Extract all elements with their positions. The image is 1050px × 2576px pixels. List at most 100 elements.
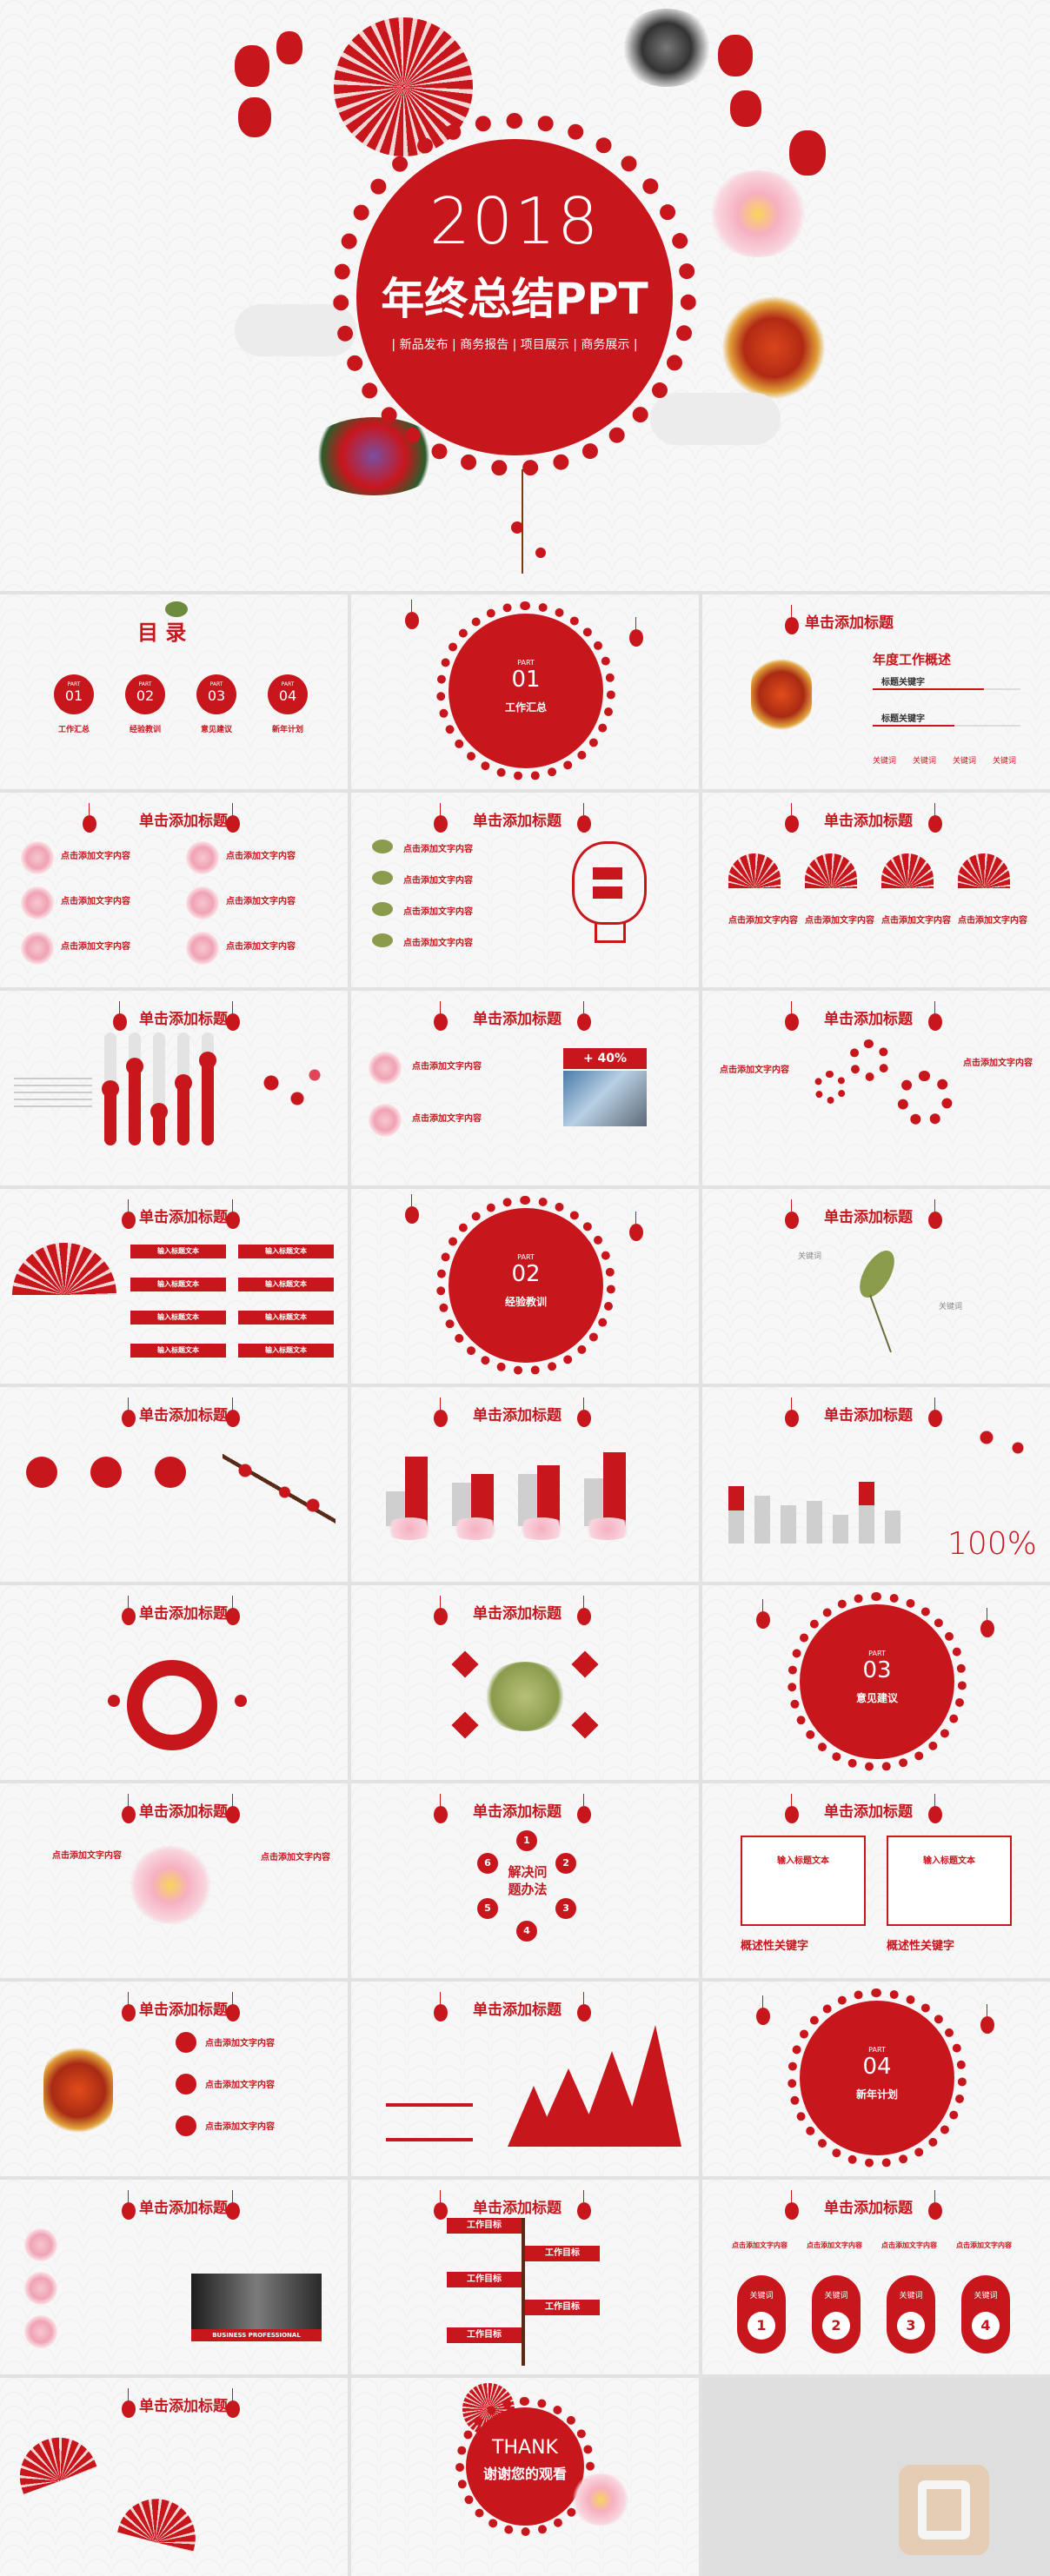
lantern-icon [629, 1212, 643, 1241]
gears-slide[interactable]: 单击添加标题 点击添加文字内容 点击添加文字内容 [702, 991, 1050, 1185]
lotus-icon [382, 1517, 436, 1540]
fan-icon [958, 853, 1010, 888]
chart-icon [155, 1457, 186, 1488]
overview-keyword: 关键词 [873, 757, 897, 766]
rooster-icon [619, 9, 714, 87]
thanks-slide[interactable]: THANK 谢谢您的观看 [351, 2378, 699, 2576]
diamond-slide[interactable]: 单击添加标题 [351, 1585, 699, 1780]
toc-label: 经验教训 [129, 726, 161, 734]
leaf-icon [372, 902, 393, 916]
slider-bar [386, 2138, 473, 2141]
slide-title: 单击添加标题 [139, 2200, 228, 2217]
slide-title: 单击添加标题 [473, 813, 562, 830]
lantern-icon [226, 1992, 240, 2022]
card-title: 输入标题文本 [923, 1856, 975, 1866]
petal-number: 4 [516, 1921, 537, 1942]
bulb-slide[interactable]: 单击添加标题 点击添加文字内容 点击添加文字内容 点击添加文字内容 点击添加文字内容 [351, 793, 699, 987]
overview-slide[interactable]: 单击添加标题 年度工作概述 标题关键字 标题关键字 关键词 关键词 关键词 关键词 [702, 594, 1050, 789]
toc-item-badge[interactable]: PART 04 [268, 674, 308, 714]
bars-slide[interactable]: 单击添加标题 [0, 991, 348, 1185]
mountain-chart [508, 2025, 681, 2147]
item-label: 点击添加文字内容 [807, 2241, 862, 2249]
lantern-icon [122, 1596, 136, 1625]
lantern-icon [122, 1398, 136, 1427]
lantern-icon [785, 2190, 799, 2220]
section-part: PART [868, 1650, 886, 1657]
item-label: 点击添加文字内容 [205, 2122, 275, 2132]
toc-slide[interactable]: 目 录 PART 01 工作汇总 PART 02 经验教训 PART 03 意见建议 PART 04… [0, 594, 348, 789]
handshake-photo [191, 2274, 322, 2329]
flower-icon [24, 2315, 57, 2348]
fan-icon [9, 2427, 97, 2494]
rooster-icon [751, 655, 812, 734]
slide-title: 单击添加标题 [139, 1605, 228, 1623]
lantern-icon [405, 600, 419, 629]
flower-list-slide[interactable]: 单击添加标题 点击添加文字内容 点击添加文字内容 点击添加文字内容 点击添加文字内容点… [0, 793, 348, 987]
photo-slide[interactable]: 单击添加标题 点击添加文字内容 点击添加文字内容 + 40% [351, 991, 699, 1185]
petal-number: 3 [555, 1898, 577, 1919]
item-label: 点击添加文字内容 [205, 2081, 275, 2090]
lantern-icon [928, 1794, 942, 1823]
input-title-chip: 输入标题文本 [130, 1311, 226, 1325]
section-slide-2[interactable]: PART 02 经验教训 [351, 1189, 699, 1384]
card [887, 1836, 1012, 1926]
handshake-slide[interactable]: 单击添加标题 BUSINESS PROFESSIONAL [0, 2180, 348, 2374]
section-slide-3[interactable]: PART 03 意见建议 [702, 1585, 1050, 1780]
fans-slide[interactable]: 单击添加标题 点击添加文字内容 点击添加文字内容 点击添加文字内容 点击添加文字内容 [702, 793, 1050, 987]
lantern-icon [238, 97, 271, 137]
overview-keyword: 关键词 [953, 757, 977, 766]
lantern-icon [226, 1199, 240, 1229]
slide-title: 单击添加标题 [824, 1209, 913, 1226]
fans-final-slide[interactable]: 单击添加标题 [0, 2378, 348, 2576]
icons-branch-slide[interactable]: 单击添加标题 [0, 1387, 348, 1582]
business-caption: BUSINESS PROFESSIONAL [191, 2329, 322, 2341]
input-title-chip: 输入标题文本 [130, 1245, 226, 1258]
overview-keyword: 关键词 [913, 757, 937, 766]
lotus-leaf-slide[interactable]: 单击添加标题 关键词 关键词 [702, 1189, 1050, 1384]
step-label: 关键词 [749, 2292, 774, 2300]
toc-item-badge[interactable]: PART 03 [196, 674, 236, 714]
lantern-icon [113, 1001, 127, 1031]
toc-item-badge[interactable]: PART 01 [54, 674, 94, 714]
lotus-leaf-icon [853, 1245, 901, 1304]
lantern-icon [226, 1001, 240, 1031]
lotus-bars-slide[interactable]: 单击添加标题 [351, 1387, 699, 1582]
item-label: 点击添加文字内容 [226, 852, 296, 861]
section-slide-4[interactable]: PART 04 新年计划 [702, 1982, 1050, 2176]
summary-kw-2: 概述性关键字 [887, 1940, 955, 1953]
slide-title: 单击添加标题 [139, 1803, 228, 1821]
slide-title: 单击添加标题 [473, 1803, 562, 1821]
steps-slide[interactable]: 单击添加标题 关键词 1 点击添加文字内容 关键词 2 点击添加文字内容 关键词 3 点击添加文… [702, 2180, 1050, 2374]
progress-line [873, 725, 1020, 727]
flower-icon [24, 2272, 57, 2305]
percent-badge: + 40% [563, 1048, 647, 1069]
summary-kw-1: 概述性关键字 [741, 1940, 809, 1953]
cover-slide[interactable]: 2018 年终总结PPT | 新品发布 | 商务报告 | 项目展示 | 商务展示… [0, 0, 1050, 591]
cover-badge: 2018 年终总结PPT | 新品发布 | 商务报告 | 项目展示 | 商务展示… [356, 139, 673, 455]
fan-text-slide[interactable]: 单击添加标题 输入标题文本 输入标题文本 输入标题文本 输入标题文本 输入标题文本 输入标… [0, 1189, 348, 1384]
item-label: 点击添加文字内容 [226, 897, 296, 906]
cards-slide[interactable]: 单击添加标题 输入标题文本 输入标题文本 概述性关键字 概述性关键字 [702, 1783, 1050, 1978]
bulb-segment [593, 886, 622, 899]
blossom-icon [535, 548, 546, 558]
blossom-branch-icon [245, 1052, 332, 1130]
flower-icon [21, 932, 54, 965]
octagon-slide[interactable]: 单击添加标题 [0, 1585, 348, 1780]
toc-item-badge[interactable]: PART 02 [125, 674, 165, 714]
toc-part: PART [209, 681, 223, 687]
petal-number: 6 [476, 1853, 498, 1874]
lantern-icon [785, 803, 799, 833]
rooster-slide[interactable]: 单击添加标题 点击添加文字内容 点击添加文字内容 点击添加文字内容 [0, 1982, 348, 2176]
section-slide-1[interactable]: PART 01 工作汇总 [351, 594, 699, 789]
target-slide[interactable]: 单击添加标题 工作目标 工作目标 工作目标 工作目标 工作目标 [351, 2180, 699, 2374]
stacked-bars-slide[interactable]: 单击添加标题 100% [702, 1387, 1050, 1582]
mountain-chart-slide[interactable]: 单击添加标题 [351, 1982, 699, 2176]
office-photo [563, 1071, 647, 1126]
lantern-icon [122, 1794, 136, 1823]
thanks-en: THANK [492, 2437, 558, 2459]
toc-num: 04 [278, 687, 297, 704]
lotus-center-slide[interactable]: 单击添加标题 点击添加文字内容 点击添加文字内容 [0, 1783, 348, 1978]
lantern-icon [980, 1608, 994, 1637]
blank-slide [702, 2378, 1050, 2576]
